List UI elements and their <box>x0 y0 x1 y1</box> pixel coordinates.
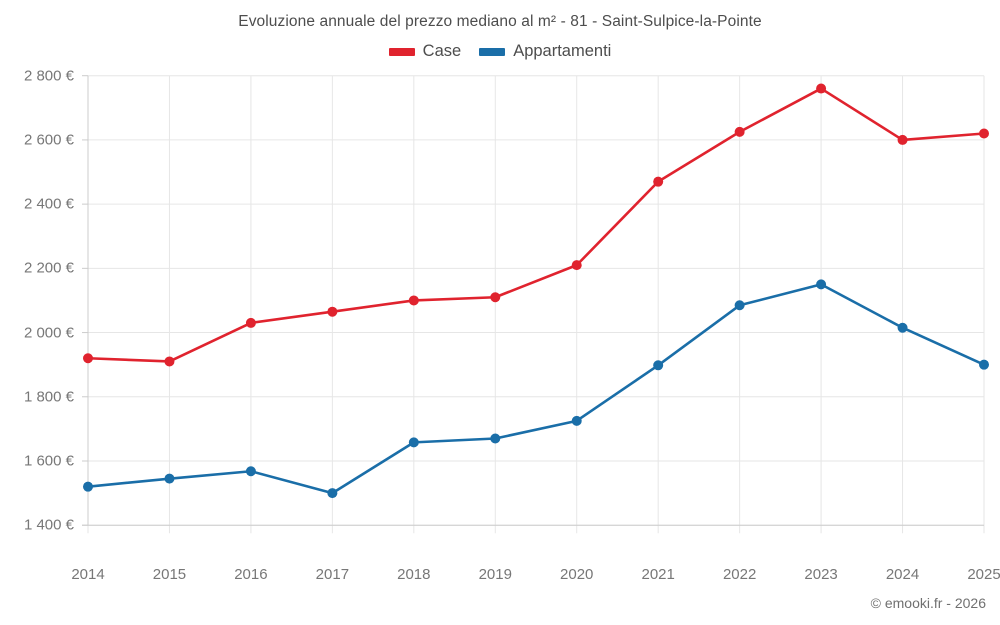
y-axis-label: 1 800 € <box>23 388 74 406</box>
y-axis-label: 2 800 € <box>23 67 74 85</box>
legend-item-appartamenti[interactable]: Appartamenti <box>479 42 611 61</box>
footer-credit: © emooki.fr - 2026 <box>870 595 986 611</box>
series-line <box>86 87 986 363</box>
data-point[interactable] <box>897 322 908 333</box>
chart-legend: Case Appartamenti <box>0 42 1000 61</box>
data-point[interactable] <box>490 292 501 303</box>
y-axis-label: 2 600 € <box>23 131 74 149</box>
y-axis-label: 2 000 € <box>23 324 74 342</box>
series-case <box>83 83 989 367</box>
data-point[interactable] <box>327 488 338 499</box>
x-axis-label: 2022 <box>722 566 757 583</box>
y-axis-label: 2 200 € <box>23 259 74 277</box>
data-point[interactable] <box>83 481 93 492</box>
legend-swatch-appartamenti <box>479 47 506 56</box>
data-point[interactable] <box>816 279 827 290</box>
data-point[interactable] <box>164 356 175 367</box>
data-point[interactable] <box>245 317 256 328</box>
legend-swatch-case <box>388 47 415 56</box>
data-point[interactable] <box>897 134 908 145</box>
x-axis-label: 2020 <box>560 566 594 583</box>
data-point[interactable] <box>83 353 93 364</box>
data-point[interactable] <box>245 466 256 477</box>
data-point[interactable] <box>653 176 664 187</box>
x-axis-label: 2014 <box>71 566 105 583</box>
x-axis-label: 2025 <box>967 566 1000 583</box>
x-axis-label: 2023 <box>804 566 838 583</box>
data-point[interactable] <box>979 128 989 139</box>
x-axis-label: 2024 <box>885 566 920 583</box>
data-point[interactable] <box>164 473 175 484</box>
series-line <box>86 283 986 495</box>
y-axis-label: 1 400 € <box>23 516 74 534</box>
data-point[interactable] <box>979 359 989 370</box>
x-axis-label: 2019 <box>478 566 512 583</box>
data-point[interactable] <box>653 360 664 371</box>
data-point[interactable] <box>490 433 501 444</box>
data-point[interactable] <box>408 295 419 306</box>
data-point[interactable] <box>816 83 827 94</box>
x-axis-label: 2021 <box>641 566 675 583</box>
chart-title: Evoluzione annuale del prezzo mediano al… <box>238 13 762 30</box>
y-axis-label: 2 400 € <box>23 195 74 213</box>
y-axis-tick-labels: 1 400 € 1 600 € 1 800 € 2 000 € 2 200 € 2 400… <box>0 0 74 625</box>
legend-item-case[interactable]: Case <box>388 42 462 61</box>
x-axis-label: 2015 <box>152 566 187 583</box>
category-gridlines <box>87 75 985 534</box>
data-point[interactable] <box>571 415 582 426</box>
data-point[interactable] <box>734 126 745 137</box>
data-point[interactable] <box>327 306 338 317</box>
legend-label-appartamenti: Appartamenti <box>513 42 612 60</box>
data-point[interactable] <box>734 300 745 311</box>
x-axis-label: 2016 <box>234 566 268 583</box>
legend-label-case: Case <box>422 42 462 60</box>
series-appartamenti <box>83 279 989 499</box>
data-point[interactable] <box>408 437 419 448</box>
y-axis-label: 1 600 € <box>23 452 74 470</box>
x-axis-label: 2017 <box>315 566 350 583</box>
x-axis-label: 2018 <box>397 566 431 583</box>
data-point[interactable] <box>571 260 582 271</box>
